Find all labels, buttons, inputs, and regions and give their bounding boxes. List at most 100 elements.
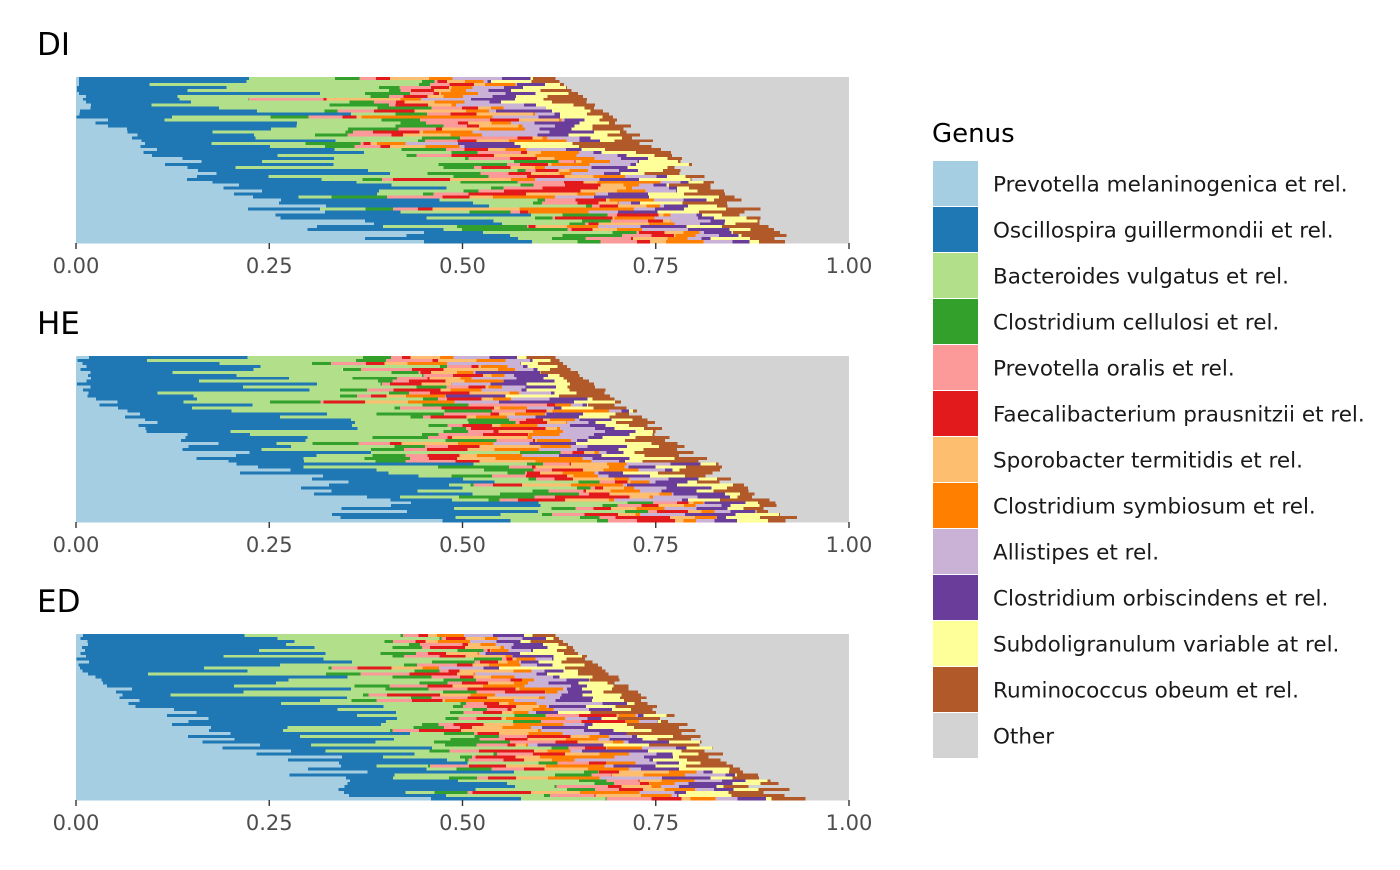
bar-segment	[422, 80, 435, 83]
bar-segment	[565, 667, 602, 670]
bar-segment	[357, 395, 371, 398]
bar-segment	[331, 489, 417, 492]
bar-segment	[510, 210, 520, 213]
bar-segment	[439, 163, 507, 166]
bar-segment	[677, 794, 679, 797]
bar-segment	[76, 228, 308, 231]
bar-segment	[389, 104, 396, 107]
bar-segment	[489, 110, 496, 113]
bar-segment	[701, 741, 849, 744]
bar-segment	[76, 210, 325, 213]
bar-segment	[183, 400, 269, 403]
bar-segment	[76, 498, 390, 501]
bar-segment	[320, 92, 365, 95]
bar-segment	[710, 184, 849, 187]
bar-segment	[759, 219, 849, 222]
legend-swatch	[933, 621, 978, 666]
bar-segment	[347, 696, 411, 699]
bar-segment	[478, 92, 506, 95]
bar-segment	[743, 507, 763, 510]
bar-segment	[76, 655, 86, 658]
bar-segment	[679, 785, 717, 788]
bar-segment	[632, 136, 849, 139]
bar-segment	[485, 386, 488, 389]
bar-segment	[76, 699, 139, 702]
bar-segment	[451, 389, 482, 392]
bar-segment	[76, 702, 129, 705]
bar-segment	[468, 157, 510, 160]
bar-segment	[468, 421, 515, 424]
bar-segment	[679, 172, 849, 175]
bar-segment	[96, 676, 348, 679]
bar-segment	[543, 98, 587, 101]
bar-segment	[428, 764, 430, 767]
bar-segment	[484, 80, 488, 83]
bar-segment	[76, 377, 91, 380]
bar-segment	[679, 767, 730, 770]
bar-segment	[578, 681, 607, 684]
bar-segment	[308, 228, 444, 231]
bar-segment	[672, 794, 677, 797]
bar-segment	[580, 139, 600, 142]
bar-segment	[636, 151, 671, 154]
bar-segment	[661, 785, 679, 788]
bar-segment	[535, 113, 555, 116]
bar-segment	[365, 400, 408, 403]
bar-segment	[582, 720, 626, 723]
bar-segment	[657, 761, 679, 764]
bar-segment	[480, 661, 498, 664]
bar-segment	[484, 469, 533, 472]
bar-segment	[594, 196, 649, 199]
bar-segment	[419, 634, 428, 637]
bar-segment	[88, 643, 286, 646]
legend-swatch	[933, 437, 978, 482]
bar-segment	[107, 684, 234, 687]
bar-segment	[248, 356, 363, 359]
bar-segment	[583, 469, 604, 472]
bar-segment	[609, 415, 642, 418]
bar-segment	[76, 160, 202, 163]
x-tick-label: 0.75	[632, 811, 679, 835]
bar-segment	[625, 510, 648, 513]
bar-segment	[548, 489, 583, 492]
bar-segment	[625, 175, 656, 178]
bar-segment	[628, 684, 849, 687]
bar-segment	[491, 412, 499, 415]
bar-segment	[547, 136, 579, 139]
bar-segment	[410, 457, 429, 460]
bar-segment	[431, 696, 467, 699]
bar-segment	[366, 362, 384, 365]
bar-segment	[323, 400, 365, 403]
bar-segment	[662, 779, 695, 782]
bar-segment	[609, 466, 625, 469]
bar-segment	[517, 356, 526, 359]
bar-segment	[606, 761, 635, 764]
bar-segment	[720, 498, 769, 501]
bar-segment	[361, 368, 412, 371]
bar-segment	[474, 661, 480, 664]
bar-segment	[513, 658, 517, 661]
bar-segment	[648, 193, 684, 196]
bar-segment	[488, 776, 516, 779]
bar-segment	[76, 678, 102, 681]
bar-segment	[464, 145, 520, 148]
bar-segment	[731, 510, 756, 513]
bar-segment	[76, 696, 120, 699]
bar-segment	[445, 380, 464, 383]
bar-segment	[713, 472, 849, 475]
legend-item: Prevotella melaninogenica et rel.	[933, 161, 1348, 206]
bar-segment	[76, 154, 152, 157]
bar-segment	[91, 104, 152, 107]
bar-segment	[76, 368, 81, 371]
bar-segment	[460, 377, 471, 380]
bar-segment	[580, 516, 599, 519]
bar-segment	[489, 101, 501, 104]
bar-segment	[466, 427, 471, 430]
bar-segment	[343, 368, 361, 371]
bar-segment	[756, 510, 757, 513]
bar-segment	[615, 121, 849, 124]
bar-segment	[412, 368, 443, 371]
bar-segment	[434, 741, 510, 744]
bar-segment	[76, 732, 231, 735]
bar-segment	[525, 127, 539, 130]
